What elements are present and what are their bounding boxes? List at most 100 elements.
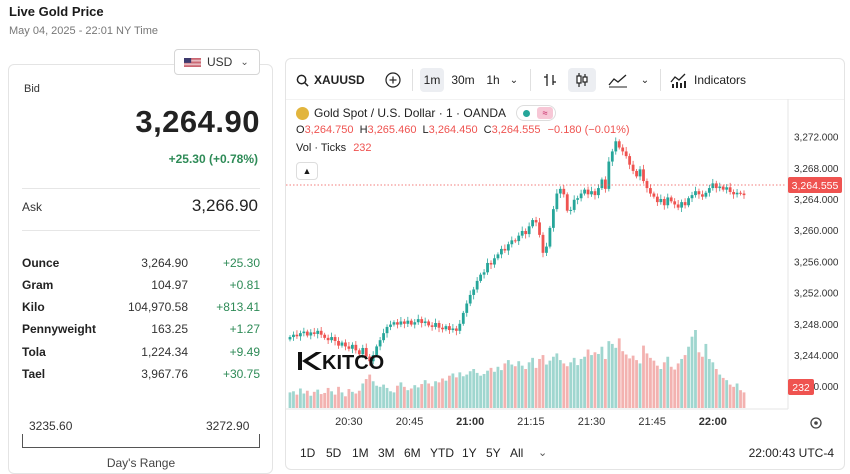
range-1d-button[interactable]: 1D bbox=[300, 446, 316, 460]
volume-bar bbox=[416, 387, 420, 408]
volume-bar bbox=[319, 394, 323, 408]
candle bbox=[489, 262, 493, 265]
volume-bar bbox=[572, 357, 576, 408]
volume-bar bbox=[694, 330, 697, 408]
volume-bar bbox=[458, 372, 462, 408]
price-tick-label: 3,252.000 bbox=[794, 289, 839, 300]
volume-bar bbox=[642, 345, 645, 408]
candle bbox=[316, 330, 320, 334]
kitco-wordmark: KITCO bbox=[322, 352, 384, 374]
candles bbox=[288, 137, 746, 366]
volume-bar bbox=[576, 365, 580, 408]
unit-price: 1,224.34 bbox=[141, 345, 188, 359]
candle bbox=[669, 197, 673, 202]
candle bbox=[458, 323, 462, 331]
candle bbox=[371, 355, 375, 362]
candle bbox=[344, 342, 347, 347]
area-style-button[interactable] bbox=[604, 68, 632, 92]
volume-bar bbox=[621, 351, 625, 408]
candle bbox=[500, 248, 503, 255]
candle bbox=[309, 332, 313, 336]
bars-style-button[interactable] bbox=[539, 68, 561, 92]
candle bbox=[642, 169, 645, 182]
candle bbox=[704, 192, 708, 197]
volume-bar bbox=[444, 380, 448, 408]
candle bbox=[707, 188, 711, 193]
volume-bar bbox=[590, 355, 593, 408]
price-chart[interactable]: 3,272.000 3,268.000 3,264.000 3,260.000 3,25… bbox=[286, 99, 844, 439]
chevron-up-icon: ▲ bbox=[302, 166, 312, 176]
volume-bar bbox=[423, 380, 427, 408]
volume-bar bbox=[586, 349, 590, 408]
candle bbox=[399, 321, 403, 325]
chevron-down-icon: ⌄ bbox=[240, 56, 249, 68]
range-5d-button[interactable]: 5D bbox=[326, 446, 342, 460]
candles-style-button[interactable] bbox=[568, 68, 596, 92]
range-5y-button[interactable]: 5Y bbox=[486, 446, 501, 460]
candle bbox=[357, 350, 361, 355]
volume-bar bbox=[676, 363, 680, 408]
candle bbox=[486, 262, 489, 273]
candle bbox=[565, 194, 569, 211]
candle bbox=[323, 334, 327, 338]
chart-settings-icon[interactable] bbox=[810, 417, 822, 429]
candle bbox=[558, 188, 562, 194]
volume-bar bbox=[735, 383, 739, 408]
range-3m-button[interactable]: 3M bbox=[378, 446, 395, 460]
price-scale[interactable]: 3,272.000 3,268.000 3,264.000 3,260.000 3,25… bbox=[794, 133, 839, 394]
collapse-legend-button[interactable]: ▲ bbox=[296, 162, 318, 180]
date-range-icon[interactable]: ⌄ bbox=[538, 447, 548, 459]
volume-bar bbox=[465, 374, 469, 408]
candle bbox=[364, 347, 368, 357]
range-all-button[interactable]: All bbox=[510, 446, 524, 460]
range-6m-button[interactable]: 6M bbox=[404, 446, 421, 460]
volume-bar bbox=[503, 363, 507, 408]
candle bbox=[583, 189, 586, 194]
symbol-search-button[interactable]: XAUUSD bbox=[296, 68, 378, 92]
volume-bar bbox=[489, 367, 493, 408]
interval-1h-button[interactable]: 1h bbox=[486, 73, 500, 87]
volume-bar bbox=[396, 385, 399, 408]
compare-add-button[interactable] bbox=[382, 68, 404, 92]
candle bbox=[624, 151, 628, 157]
candle bbox=[427, 321, 431, 326]
volume-bar bbox=[714, 369, 718, 408]
volume-bar bbox=[354, 393, 358, 408]
chart-style-chevron-icon[interactable]: ⌄ bbox=[640, 74, 650, 86]
plus-circle-icon bbox=[385, 72, 401, 88]
range-1y-button[interactable]: 1Y bbox=[462, 446, 477, 460]
candle bbox=[375, 346, 379, 355]
currency-select[interactable]: USD ⌄ bbox=[174, 49, 260, 75]
candle bbox=[465, 303, 469, 313]
candle bbox=[392, 322, 396, 325]
volume-bar bbox=[742, 392, 746, 408]
price-tick-label: 3,256.000 bbox=[794, 257, 839, 268]
last-price-tag-bg bbox=[788, 177, 842, 193]
volume-bar bbox=[531, 357, 534, 408]
candle bbox=[576, 198, 580, 200]
volume-bar bbox=[506, 360, 510, 408]
interval-1m-button[interactable]: 1m bbox=[420, 68, 444, 92]
unit-price: 3,967.76 bbox=[141, 367, 188, 381]
last-price-tag: 3,264.555 bbox=[792, 180, 839, 192]
volume-bar bbox=[690, 336, 694, 408]
candle bbox=[607, 161, 611, 189]
candle bbox=[701, 194, 704, 197]
candle bbox=[510, 240, 514, 245]
candle bbox=[430, 325, 434, 327]
high-value: 3,265.460 bbox=[367, 124, 417, 136]
time-scale[interactable]: 20:30 20:45 21:00 21:15 21:30 21:45 22:00 bbox=[335, 416, 727, 428]
volume-bar bbox=[298, 388, 302, 408]
interval-30m-button[interactable]: 30m bbox=[451, 73, 475, 87]
volume-bar bbox=[368, 374, 372, 408]
candlestick-icon bbox=[576, 73, 588, 87]
market-status-toggle[interactable]: ≈ bbox=[516, 105, 557, 121]
range-ytd-button[interactable]: YTD bbox=[430, 446, 454, 460]
interval-dropdown-chevron-icon[interactable]: ⌄ bbox=[509, 74, 519, 86]
indicators-button[interactable]: Indicators bbox=[670, 68, 760, 92]
volume-bar bbox=[468, 371, 472, 408]
volume-bar bbox=[496, 366, 500, 408]
utc-clock[interactable]: 22:00:43 UTC-4 bbox=[748, 446, 834, 460]
candle bbox=[655, 196, 659, 203]
range-1m-button[interactable]: 1M bbox=[352, 446, 369, 460]
